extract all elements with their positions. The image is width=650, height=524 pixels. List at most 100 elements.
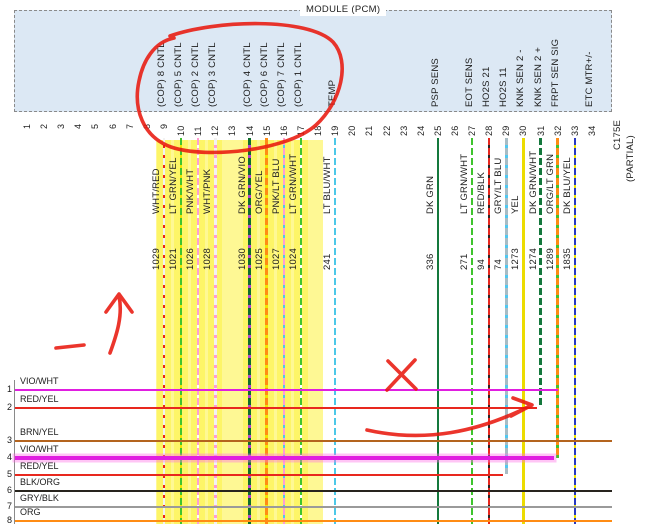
wire-color-label: BLK/ORG [20,477,61,487]
connector-partial-label: (PARTIAL) [625,135,636,182]
row-number-2: 2 [6,402,12,412]
pin-function-label: HO2S 21 [481,66,493,107]
circuit-number: 336 [424,253,436,270]
wire-pin-11 [196,138,200,524]
pin-number-10: 10 [176,125,187,136]
pin-function-label: PSP SENS [429,58,441,107]
pin-number-21: 21 [364,125,375,136]
pin-number-1: 1 [22,123,32,129]
wire-pin-14 [248,138,251,524]
wire-color-label: LT BLU/WHT [322,156,334,214]
pin-number-9: 9 [158,123,169,129]
pin-number-12: 12 [210,125,221,136]
wire-pin-30 [522,138,525,524]
wire-color-label: LT GRN/WHT [459,153,471,214]
wire-pin-10 [179,138,183,524]
pin-function-label: (COP) 3 CNTL [207,42,219,107]
pin-number-17: 17 [295,125,306,136]
wire-pin-15 [265,138,268,524]
wire-color-label: PNK/LT BLU [270,158,282,214]
pin-number-5: 5 [90,123,101,129]
connector-id-label: C175E [612,119,623,150]
pin-number-33: 33 [569,125,580,136]
row-number-3: 3 [6,435,12,445]
pin-function-label: (COP) 5 CNTL [173,42,185,107]
module-title: MODULE (PCM) [300,3,387,16]
pin-number-29: 29 [501,125,512,136]
wire-color-label: WHT/RED [150,168,162,214]
wire-color-label: GRY/BLK [20,493,59,503]
wire-color-label: DK GRN/WHT [527,150,539,214]
annotation-up-arrow-icon [104,292,134,355]
circuit-number: 1024 [287,248,299,270]
pin-number-32: 32 [552,125,563,136]
wire-pin-28 [487,138,491,524]
wire-color-label: VIO/WHT [20,444,59,454]
circuit-number: 1029 [150,248,162,270]
wire-color-label: BRN/YEL [20,427,59,437]
pin-number-34: 34 [586,125,597,136]
wire-color-label: PNK/WHT [185,168,197,214]
pin-function-label: ETC MTR+/- [583,51,595,107]
pin-function-label: KNK SEN 2 - [515,49,527,107]
circuit-number: 241 [322,253,334,270]
pin-number-14: 14 [244,125,255,136]
wire-color-label: ORG [20,507,41,517]
wire-row-3 [15,440,612,442]
wire-pin-17 [299,138,303,524]
wire-pin-32 [556,138,559,458]
wire-row-4 [15,456,554,460]
pin-number-26: 26 [450,125,460,136]
wire-pin-29 [505,138,508,474]
pin-function-label: KNK SEN 2 + [532,46,544,107]
pin-number-18: 18 [313,125,324,136]
pin-number-13: 13 [227,125,238,136]
wire-color-label: ORG/YEL [253,170,265,214]
wire-row-1 [15,389,558,391]
pin-number-23: 23 [398,125,409,136]
wire-color-label: ORG/LT GRN [544,153,556,214]
pin-function-label: (COP) 6 CNTL [258,42,270,107]
wire-pin-25 [436,138,440,524]
wire-color-label: DK BLU/YEL [561,157,573,214]
row-number-5: 5 [6,469,12,479]
circuit-number: 1273 [510,248,522,270]
wire-row-2 [15,407,537,409]
wire-color-label: VIO/WHT [20,376,59,386]
highlighter-band [156,140,323,524]
pin-function-label: (COP) 1 CNTL [292,42,304,107]
wire-color-label: RED/BLK [476,171,488,214]
pin-number-16: 16 [278,125,289,136]
pin-function-label: (COP) 2 CNTL [190,42,202,107]
wire-pin-19 [333,138,337,524]
wire-row-6 [15,490,612,492]
pin-number-3: 3 [56,123,67,129]
pin-number-11: 11 [193,126,204,136]
circuit-number: 94 [476,259,488,270]
row-number-7: 7 [6,501,12,511]
pin-function-label: TEMP [327,79,339,107]
circuit-number: 1274 [527,248,539,270]
circuit-number: 1025 [253,248,265,270]
pin-number-28: 28 [484,125,495,136]
wire-pin-33 [573,138,577,524]
pin-function-label: (COP) 7 CNTL [275,42,287,107]
pin-number-7: 7 [124,123,135,129]
circuit-number: 1835 [561,248,573,270]
wire-color-label: DK GRN/VIO [236,156,248,214]
circuit-number: 1027 [270,248,282,270]
pin-number-24: 24 [415,125,426,136]
annotation-minus-icon [54,343,86,350]
circuit-number: 1028 [202,248,214,270]
wire-color-label: WHT/PNK [202,168,214,214]
left-connector-edge [14,380,15,524]
pin-number-25: 25 [432,125,443,136]
annotation-x-mark-icon [385,358,418,392]
wire-color-label: LT GRN/YEL [168,157,180,214]
wire-color-label: LT GRN/WHT [287,153,299,214]
circuit-number: 1289 [544,248,556,270]
wire-pin-9 [162,138,166,524]
row-number-4: 4 [6,452,12,462]
wire-color-label: DK GRN [424,175,436,214]
